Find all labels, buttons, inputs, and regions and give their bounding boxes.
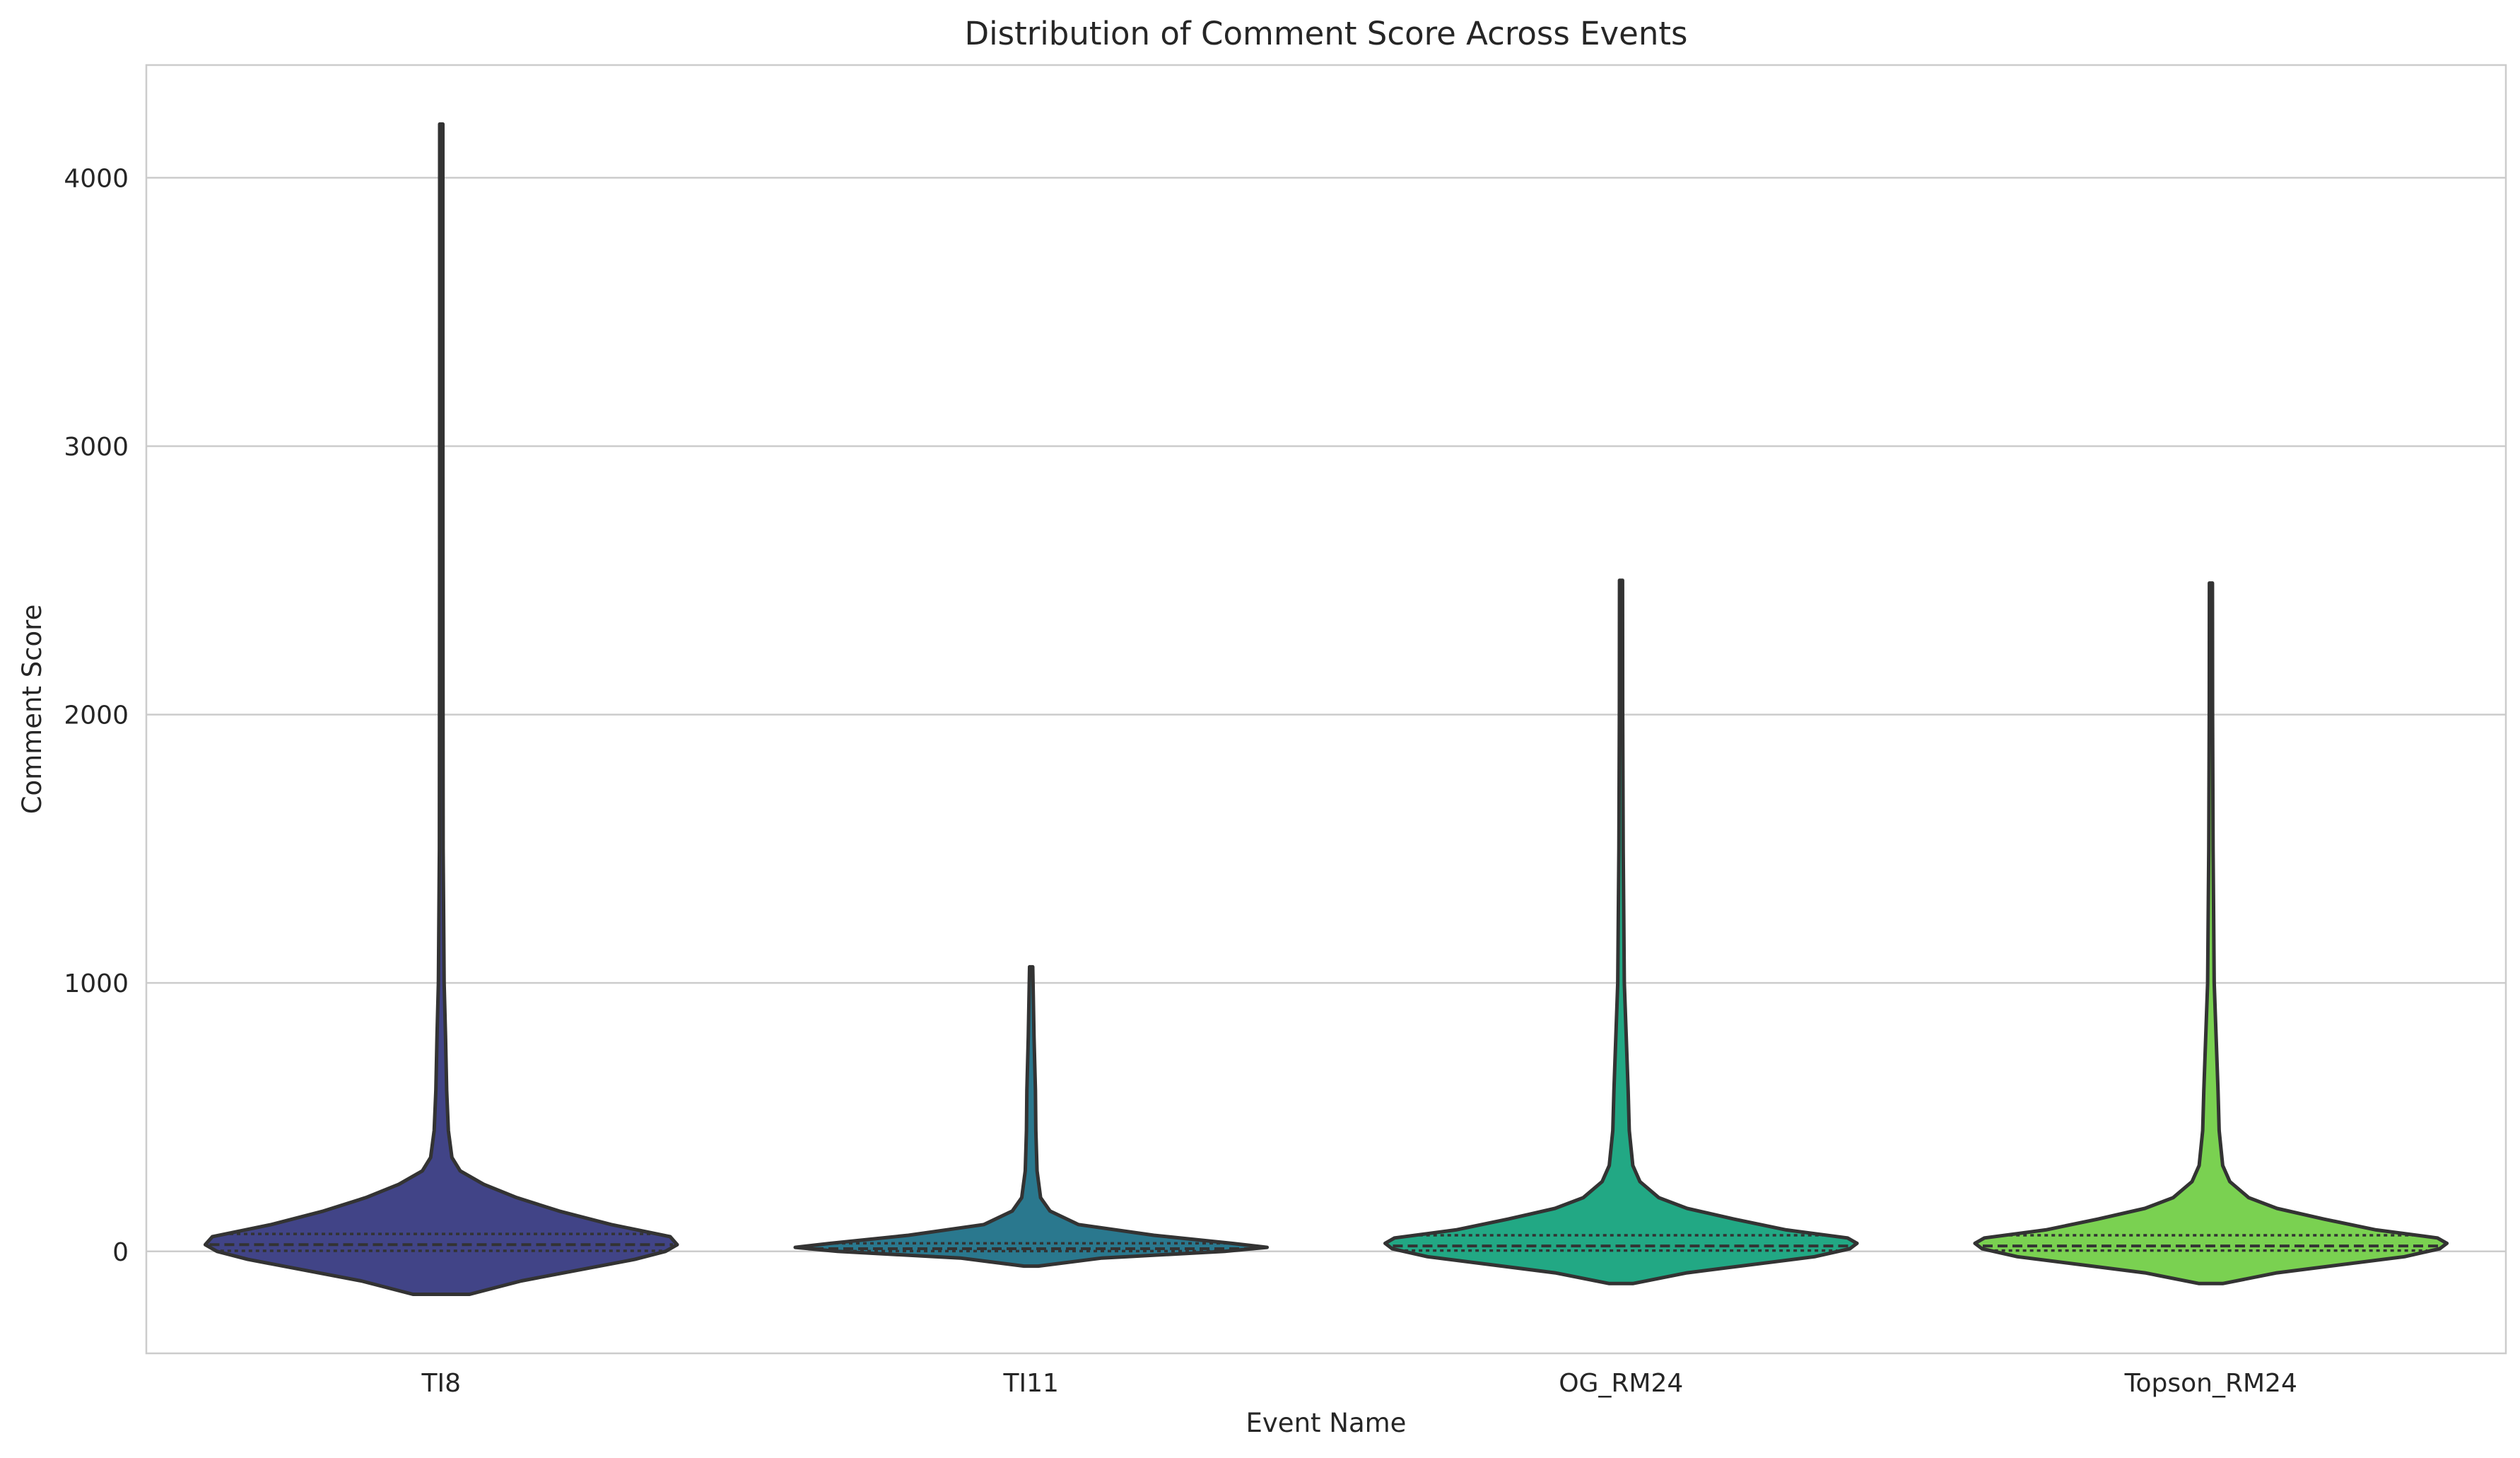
violin-body (1383, 578, 1859, 1285)
y-tick-label: 4000 (64, 164, 129, 193)
x-axis-ticks: TI8 TI11 OG_RM24 Topson_RM24 (421, 1369, 2297, 1398)
y-tick-label: 2000 (64, 701, 129, 730)
violin-body (203, 122, 679, 1296)
y-axis-ticks: 0 1000 2000 3000 4000 (64, 164, 129, 1266)
x-tick-label: OG_RM24 (1559, 1369, 1683, 1398)
violin-topson-rm24 (1973, 581, 2449, 1285)
plot-frame (145, 64, 2507, 1355)
x-tick-label: TI11 (1003, 1369, 1059, 1398)
violin-body (1973, 581, 2449, 1285)
y-tick-label: 1000 (64, 969, 129, 998)
chart-title: Distribution of Comment Score Across Eve… (965, 15, 1688, 52)
violin-ti8 (203, 122, 679, 1296)
x-axis-label: Event Name (1246, 1408, 1407, 1438)
plot-area (146, 65, 2506, 1353)
violin-body (793, 964, 1269, 1269)
violins (203, 122, 2449, 1296)
y-tick-label: 3000 (64, 433, 129, 462)
violin-ti11 (793, 964, 1269, 1269)
x-tick-label: Topson_RM24 (2124, 1369, 2297, 1398)
violin-og-rm24 (1383, 578, 1859, 1285)
y-axis-label: Comment Score (17, 605, 47, 815)
x-tick-label: TI8 (421, 1369, 461, 1398)
y-tick-label: 0 (112, 1238, 129, 1267)
